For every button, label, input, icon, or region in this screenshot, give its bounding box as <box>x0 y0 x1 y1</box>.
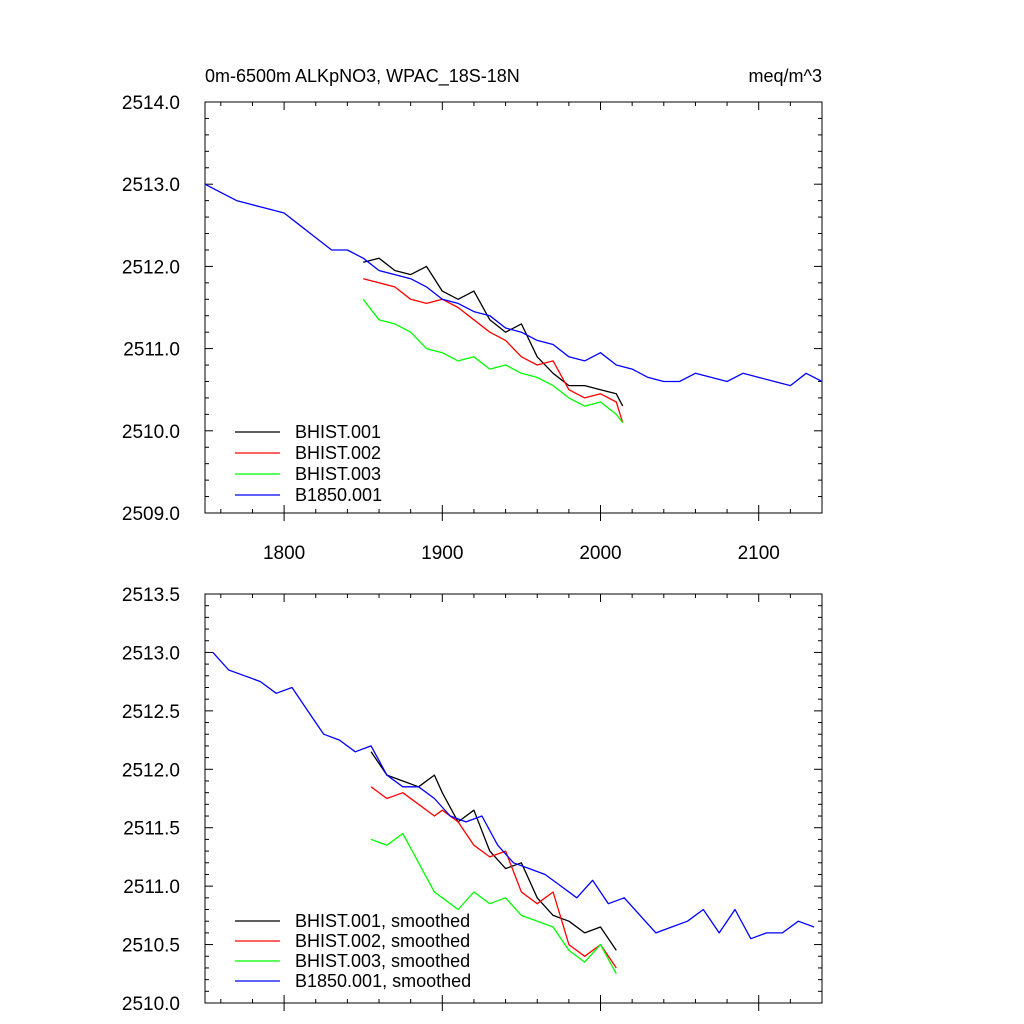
y-tick-label: 2509.0 <box>122 504 180 525</box>
y-tick-label: 2511.5 <box>123 819 180 840</box>
legend-label: BHIST.002 <box>295 443 381 463</box>
series-line-b1850-001 <box>204 183 823 387</box>
y-tick-label: 2512.0 <box>122 760 180 781</box>
bottom-panel: 2510.0 2510.5 2511.0 2511.5 2512.0 2512.5 2513… <box>122 585 823 1015</box>
legend-label: BHIST.003 <box>295 464 381 484</box>
series-line-bhist-002 <box>363 278 624 423</box>
series-line-bhist-003-smoothed <box>370 832 617 975</box>
series-line-bhist-003 <box>362 298 624 423</box>
x-tick-label: 2000 <box>579 543 621 564</box>
plot-frame <box>204 593 823 1004</box>
series-line-bhist-001 <box>363 257 624 407</box>
y-tick-label: 2510.5 <box>122 936 180 957</box>
top-panel: 0m-6500m ALKpNO3, WPAC_18S-18N meq/m^3 2… <box>122 66 823 564</box>
legend-label: BHIST.002, smoothed <box>295 931 470 951</box>
y-tick-label: 2513.5 <box>122 585 180 606</box>
top-panel-title: 0m-6500m ALKpNO3, WPAC_18S-18N <box>205 66 520 87</box>
y-tick-label: 2513.0 <box>122 643 180 664</box>
x-tick-label: 1800 <box>263 543 305 564</box>
legend-label: B1850.001 <box>295 485 382 505</box>
series-line-bhist-002-smoothed <box>370 786 617 969</box>
legend-label: B1850.001, smoothed <box>295 971 471 991</box>
y-tick-label: 2513.0 <box>122 175 180 196</box>
series-line-b1850-001-smoothed <box>212 651 815 940</box>
plot-frame <box>204 101 823 514</box>
top-panel-units: meq/m^3 <box>749 66 822 86</box>
legend-label: BHIST.001 <box>295 422 381 442</box>
x-tick-label: 2100 <box>738 543 780 564</box>
y-tick-label: 2514.0 <box>122 93 180 114</box>
x-tick-label: 1900 <box>421 543 463 564</box>
y-tick-label: 2511.0 <box>123 877 180 898</box>
y-tick-label: 2512.0 <box>122 257 180 278</box>
y-tick-label: 2510.0 <box>122 994 180 1015</box>
y-tick-label: 2511.0 <box>123 340 180 361</box>
series-line-bhist-001-smoothed <box>370 751 617 951</box>
legend-label: BHIST.001, smoothed <box>295 911 470 931</box>
y-tick-label: 2510.0 <box>122 422 180 443</box>
y-tick-label: 2512.5 <box>122 702 180 723</box>
legend-label: BHIST.003, smoothed <box>295 951 470 971</box>
